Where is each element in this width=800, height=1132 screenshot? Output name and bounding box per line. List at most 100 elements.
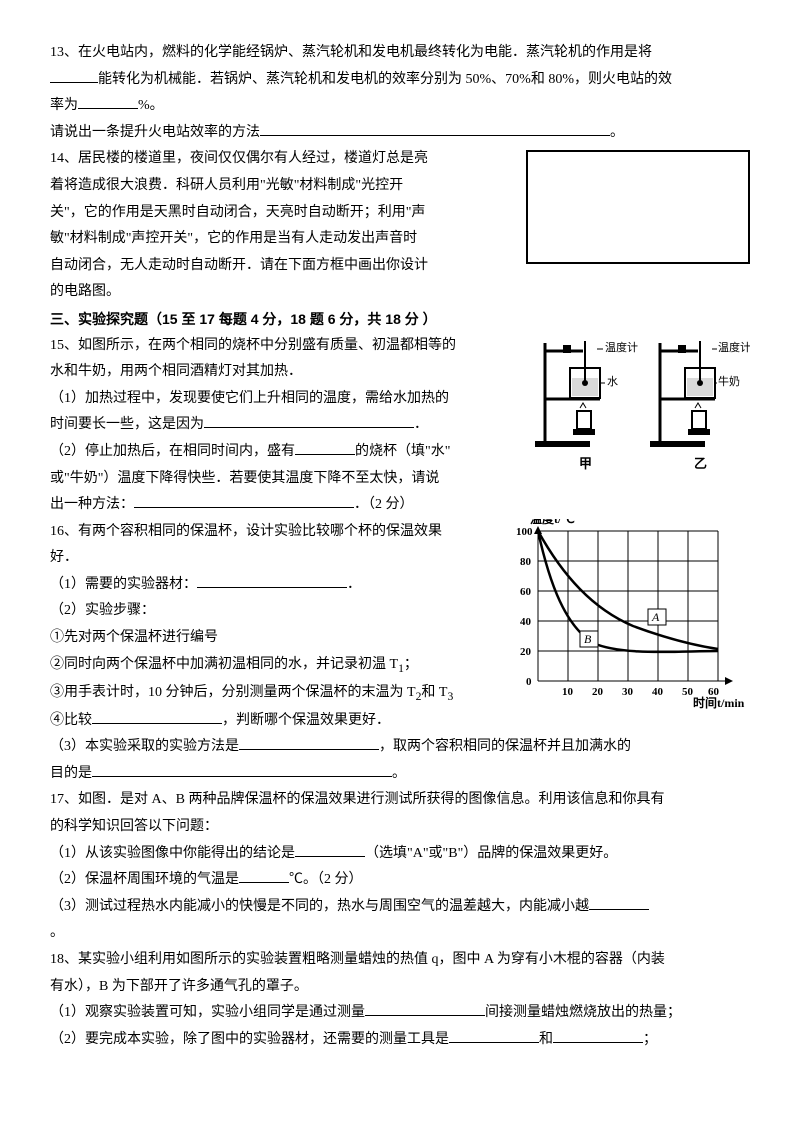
text: 。: [610, 125, 624, 140]
circuit-draw-box[interactable]: [526, 150, 750, 264]
q16-l4: （2）实验步骤：: [50, 598, 480, 625]
text: ．（2 分）: [354, 497, 414, 512]
blank[interactable]: [365, 1015, 485, 1016]
blank[interactable]: [50, 82, 98, 83]
text: 三、实验探究题（15 至 17 每题 4 分，18 题 6 分，共 18 分 ）: [50, 311, 437, 327]
text: 15、如图所示，在两个相同的烧杯中分别盛有质量、初温都相等的: [50, 338, 456, 353]
text: ④比较: [50, 713, 92, 728]
text: （1）加热过程中，发现要使它们上升相同的温度，需给水加热的: [50, 391, 449, 406]
blank[interactable]: [134, 507, 354, 508]
blank[interactable]: [553, 1042, 643, 1043]
blank[interactable]: [239, 882, 289, 883]
svg-text:时间t/min: 时间t/min: [693, 695, 745, 709]
q14-block: 14、居民楼的楼道里，夜间仅仅偶尔有人经过，楼道灯总是亮 着将造成很大浪费．科研…: [50, 146, 750, 306]
q17-l3: （1）从该实验图像中你能得出的结论是（选填"A"或"B"）品牌的保温效果更好。: [50, 841, 750, 868]
blank[interactable]: [92, 776, 392, 777]
blank[interactable]: [449, 1042, 539, 1043]
q17-l1: 17、如图．是对 A、B 两种品牌保温杯的保温效果进行测试所获得的图像信息。利用…: [50, 787, 750, 814]
blank[interactable]: [78, 108, 138, 109]
text: 的烧杯（填"水": [355, 444, 450, 459]
blank[interactable]: [589, 909, 649, 910]
text: 13、在火电站内，燃料的化学能经锅炉、蒸汽轮机和发电机最终转化为电能．蒸汽轮机的…: [50, 45, 652, 60]
text: 率为: [50, 98, 78, 113]
blank[interactable]: [295, 454, 355, 455]
text: 18、某实验小组利用如图所示的实验装置粗略测量蜡烛的热值 q，图中 A 为穿有小…: [50, 952, 665, 967]
svg-text:温度t/℃: 温度t/℃: [530, 519, 575, 526]
q13-line2: 能转化为机械能．若锅炉、蒸汽轮机和发电机的效率分别为 50%、70%和 80%，…: [50, 67, 750, 94]
q17-l6: 。: [50, 920, 750, 947]
text: 出一种方法：: [50, 497, 134, 512]
text: ①先对两个保温杯进行编号: [50, 630, 218, 645]
text: 。: [50, 925, 64, 940]
text: 和 T: [421, 685, 447, 700]
text: （2）实验步骤：: [50, 603, 155, 618]
q16-l3: （1）需要的实验器材：．: [50, 572, 480, 599]
q15-figure: 温度计 水 甲 温度计: [520, 333, 750, 483]
blank[interactable]: [239, 749, 379, 750]
svg-text:50: 50: [682, 686, 694, 698]
svg-text:10: 10: [562, 686, 574, 698]
blank[interactable]: [197, 587, 347, 588]
blank[interactable]: [92, 723, 222, 724]
text: （1）观察实验装置可知，实验小组同学是通过测量: [50, 1005, 365, 1020]
text: 有水），B 为下部开了许多通气孔的罩子。: [50, 979, 308, 994]
svg-text:A: A: [651, 610, 660, 624]
q14-l5: 自动闭合，无人走动时自动断开．请在下面方框中画出你设计: [50, 253, 490, 280]
q13-line4: 请说出一条提升火电站效率的方法。: [50, 120, 750, 147]
q15-l6: 或"牛奶"）温度下降得快些．若要使其温度下降不至太快，请说: [50, 466, 490, 493]
text: 目的是: [50, 766, 92, 781]
q17-l4: （2）保温杯周围环境的气温是 ℃。（2 分）: [50, 867, 750, 894]
q16-chart: A B 100 80 60 40 20 0 10 20 30 40 50 60 …: [500, 519, 750, 709]
q18-l1: 18、某实验小组利用如图所示的实验装置粗略测量蜡烛的热值 q，图中 A 为穿有小…: [50, 947, 750, 974]
section-3-header: 三、实验探究题（15 至 17 每题 4 分，18 题 6 分，共 18 分 ）: [50, 306, 750, 333]
q14-l3: 关"，它的作用是天黑时自动闭合，天亮时自动断开；利用"声: [50, 200, 490, 227]
text: （2）停止加热后，在相同时间内，盛有: [50, 444, 295, 459]
q16-l10: 目的是。: [50, 761, 750, 788]
caption-yi: 乙: [694, 456, 707, 471]
text: （3）本实验采取的实验方法是: [50, 739, 239, 754]
caption-jia: 甲: [579, 456, 592, 471]
svg-text:20: 20: [520, 646, 532, 658]
blank[interactable]: [204, 427, 414, 428]
text: ℃。（2 分）: [289, 872, 363, 887]
q18-l4: （2）要完成本实验，除了图中的实验器材，还需要的测量工具是和；: [50, 1027, 750, 1054]
text: ．: [347, 577, 361, 592]
text: 和: [539, 1032, 553, 1047]
q16-block: A B 100 80 60 40 20 0 10 20 30 40 50 60 …: [50, 519, 750, 788]
q13-line3: 率为%。: [50, 93, 750, 120]
text: 好．: [50, 550, 78, 565]
svg-text:100: 100: [516, 526, 533, 538]
svg-text:0: 0: [526, 676, 532, 688]
q16-l6: ②同时向两个保温杯中加满初温相同的水，并记录初温 T1；: [50, 652, 480, 680]
text: ，判断哪个保温效果更好．: [222, 713, 390, 728]
q14-l2: 着将造成很大浪费．科研人员利用"光敏"材料制成"光控开: [50, 173, 490, 200]
q15-l2: 水和牛奶，用两个相同酒精灯对其加热．: [50, 359, 490, 386]
q16-l8: ④比较 ，判断哪个保温效果更好．: [50, 708, 750, 735]
text: 14、居民楼的楼道里，夜间仅仅偶尔有人经过，楼道灯总是亮: [50, 151, 428, 166]
text: 水和牛奶，用两个相同酒精灯对其加热．: [50, 364, 302, 379]
svg-text:20: 20: [592, 686, 604, 698]
q16-l2: 好．: [50, 545, 480, 572]
text: （2）保温杯周围环境的气温是: [50, 872, 239, 887]
q17-l2: 的科学知识回答以下问题：: [50, 814, 750, 841]
svg-text:60: 60: [520, 586, 532, 598]
text: 能转化为机械能．若锅炉、蒸汽轮机和发电机的效率分别为 50%、70%和 80%，…: [98, 72, 672, 87]
q15-block: 温度计 水 甲 温度计: [50, 333, 750, 519]
text: 时间要长一些，这是因为: [50, 417, 204, 432]
text: ③用手表计时，10 分钟后，分别测量两个保温杯的末温为 T: [50, 685, 416, 700]
text: 的科学知识回答以下问题：: [50, 819, 218, 834]
svg-text:B: B: [584, 632, 592, 646]
text: 间接测量蜡烛燃烧放出的热量；: [485, 1005, 681, 1020]
sub: 3: [447, 689, 453, 702]
text: ；: [404, 657, 418, 672]
blank[interactable]: [295, 856, 365, 857]
label-milk: 牛奶: [718, 374, 740, 388]
q15-l3: （1）加热过程中，发现要使它们上升相同的温度，需给水加热的: [50, 386, 490, 413]
blank[interactable]: [260, 135, 610, 136]
label-thermo-l: 温度计: [605, 340, 638, 354]
svg-text:40: 40: [652, 686, 664, 698]
text: 17、如图．是对 A、B 两种品牌保温杯的保温效果进行测试所获得的图像信息。利用…: [50, 792, 664, 807]
text: 敏"材料制成"声控开关"，它的作用是当有人走动发出声音时: [50, 231, 417, 246]
text: ②同时向两个保温杯中加满初温相同的水，并记录初温 T: [50, 657, 398, 672]
text: ；: [643, 1032, 657, 1047]
